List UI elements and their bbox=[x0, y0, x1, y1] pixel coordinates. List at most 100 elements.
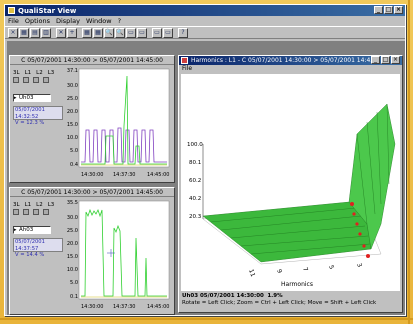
channel-label-l2: L2 bbox=[36, 202, 43, 208]
menu-options[interactable]: Options bbox=[24, 17, 50, 25]
harmonics-window[interactable]: Harmonics : L1 - C 05/07/2001 14:30:00 >… bbox=[178, 55, 403, 313]
harmonics-maximize-button[interactable]: □ bbox=[381, 56, 390, 64]
trend-panel-bottom[interactable]: C 05/07/2001 14:30:00 > 05/07/2001 14:45… bbox=[9, 187, 175, 315]
ytick-bottom-6: 5.0 bbox=[70, 280, 78, 286]
cut-tool-button[interactable]: ✕ bbox=[56, 27, 66, 38]
frame-line-right bbox=[408, 0, 410, 324]
cascade-tool-button[interactable]: ▭ bbox=[163, 27, 173, 38]
xtick-bottom-0: 14:30:00 bbox=[81, 304, 103, 310]
xtick-harm-1: 9 bbox=[275, 268, 283, 274]
tile-tool-button[interactable]: ▭ bbox=[152, 27, 162, 38]
harmonics-status: Uh03 05/07/2001 14:30:00 1.9% Rotate = L… bbox=[182, 293, 376, 306]
harmonics-minimize-button[interactable]: _ bbox=[371, 56, 380, 64]
help-tool-button[interactable]: ? bbox=[178, 27, 188, 38]
channel-toggle-l1[interactable] bbox=[23, 77, 29, 83]
channel-toggle-l3[interactable] bbox=[43, 209, 49, 215]
ytick-top-6: 5.0 bbox=[70, 148, 78, 154]
xtick-top-0: 14:30:00 bbox=[81, 172, 103, 178]
cursor-readout-bottom: 05/07/2001 14:37:57 V = 14.4 % bbox=[13, 238, 63, 258]
menu-help[interactable]: ? bbox=[117, 17, 122, 25]
trend-panel-top[interactable]: C 05/07/2001 14:30:00 > 05/07/2001 14:45… bbox=[9, 55, 175, 183]
save-tool-button[interactable]: ▤ bbox=[30, 27, 40, 38]
ytick-top-2: 25.0 bbox=[67, 96, 78, 102]
menu-file[interactable]: File bbox=[8, 17, 19, 25]
delete-tool-button[interactable]: × bbox=[8, 27, 18, 38]
readout-time-bottom: 05/07/2001 14:37:57 bbox=[15, 239, 45, 252]
channel-selector-bottom: 3L L1 L2 L3 bbox=[13, 202, 54, 215]
parameter-select-top[interactable]: Uh03 bbox=[13, 94, 51, 102]
channel-label-3l: 3L bbox=[13, 202, 20, 208]
channel-toggle-l2[interactable] bbox=[33, 209, 39, 215]
channel-toggle-3l[interactable] bbox=[13, 77, 19, 83]
xtick-harm-2: 7 bbox=[301, 266, 309, 272]
ztick-4: 20.3 bbox=[189, 214, 202, 220]
app-window: QualiStar View _ □ × File Options Displa… bbox=[4, 4, 406, 316]
menu-window[interactable]: Window bbox=[85, 17, 112, 25]
channel-label-3l: 3L bbox=[13, 70, 20, 76]
minimize-button[interactable]: _ bbox=[374, 6, 383, 14]
readout-time-top: 05/07/2001 14:32:52 bbox=[15, 107, 45, 120]
channel-label-l1: L1 bbox=[24, 202, 32, 208]
trend-plot-top[interactable]: 37.1 30.0 25.0 20.0 15.0 10.0 5.0 0.4 14… bbox=[65, 66, 173, 182]
open-tool-button[interactable]: ▦ bbox=[19, 27, 29, 38]
harmonics-menu-file[interactable]: File bbox=[182, 65, 193, 72]
ytick-bottom-2: 25.0 bbox=[67, 228, 78, 234]
close-button[interactable]: × bbox=[394, 6, 403, 14]
ytick-bottom-5: 10.0 bbox=[67, 267, 78, 273]
ytick-top-5: 10.0 bbox=[67, 135, 78, 141]
toolbar: × ▦ ▤ ▥ ✕ + ▦ ▦ 🔍 🔍 ▭ ▭ ▭ ▭ ? bbox=[5, 26, 405, 39]
view-tool-button[interactable]: ▭ bbox=[137, 27, 147, 38]
channel-toggle-3l[interactable] bbox=[13, 209, 19, 215]
ztick-2: 60.2 bbox=[189, 178, 201, 184]
trend-top-title: C 05/07/2001 14:30:00 > 05/07/2001 14:45… bbox=[10, 56, 174, 65]
ztick-3: 40.2 bbox=[189, 196, 201, 202]
app-icon[interactable] bbox=[8, 7, 15, 14]
readout-value-bottom: V = 14.4 % bbox=[15, 252, 45, 258]
channel-selector-top: 3L L1 L2 L3 bbox=[13, 70, 54, 83]
ytick-bottom-3: 20.0 bbox=[67, 241, 78, 247]
app-titlebar[interactable]: QualiStar View _ □ × bbox=[5, 5, 405, 16]
channel-toggle-l2[interactable] bbox=[33, 77, 39, 83]
xtick-bottom-1: 14:37:30 bbox=[113, 304, 135, 310]
xtick-harm-4: 3 bbox=[355, 262, 363, 268]
frame-line-bottom bbox=[0, 318, 413, 320]
harmonics-close-button[interactable]: × bbox=[391, 56, 400, 64]
table-tool-button[interactable]: ▦ bbox=[93, 27, 103, 38]
ytick-top-0: 37.1 bbox=[67, 68, 78, 74]
ytick-top-3: 20.0 bbox=[67, 109, 78, 115]
trace-top-green bbox=[81, 75, 167, 165]
status-cursor-value: 1.9% bbox=[267, 293, 283, 299]
ytick-bottom-1: 30.0 bbox=[67, 215, 78, 221]
xtick-harm-0: 11 bbox=[247, 268, 256, 278]
peak-ridges bbox=[356, 103, 390, 225]
xtick-top-2: 14:45:00 bbox=[147, 172, 169, 178]
harmonics-3d-plot[interactable]: 100.0 80.1 60.2 40.2 20.3 bbox=[181, 74, 400, 291]
grid-tool-button[interactable]: ▦ bbox=[82, 27, 92, 38]
trend-plot-bottom[interactable]: 35.5 30.0 25.0 20.0 15.0 10.0 5.0 0.1 14… bbox=[65, 198, 173, 314]
xtick-top-1: 14:37:30 bbox=[113, 172, 135, 178]
status-help-text: Rotate = Left Click; Zoom = Ctrl + Left … bbox=[182, 299, 377, 306]
add-tool-button[interactable]: + bbox=[67, 27, 77, 38]
menu-display[interactable]: Display bbox=[55, 17, 80, 25]
harmonics-titlebar[interactable]: Harmonics : L1 - C 05/07/2001 14:30:00 >… bbox=[179, 56, 402, 65]
parameter-select-bottom[interactable]: Ah03 bbox=[13, 226, 51, 234]
channel-toggle-l1[interactable] bbox=[23, 209, 29, 215]
trace-top-purple bbox=[81, 127, 167, 163]
menu-bar: File Options Display Window ? bbox=[5, 16, 405, 26]
ytick-bottom-4: 15.0 bbox=[67, 254, 78, 260]
channel-label-l2: L2 bbox=[36, 70, 43, 76]
cursor-tool-button[interactable]: ▭ bbox=[126, 27, 136, 38]
status-cursor-info: Uh03 05/07/2001 14:30:00 bbox=[182, 293, 264, 299]
ytick-bottom-7: 0.1 bbox=[70, 294, 78, 300]
zoom-out-tool-button[interactable]: 🔍 bbox=[115, 27, 125, 38]
xtick-bottom-2: 14:45:00 bbox=[147, 304, 169, 310]
cursor-markers bbox=[350, 202, 370, 258]
cursor-readout-top: 05/07/2001 14:32:52 V = 12.3 % bbox=[13, 106, 63, 126]
maximize-button[interactable]: □ bbox=[384, 6, 393, 14]
trend-bottom-title: C 05/07/2001 14:30:00 > 05/07/2001 14:45… bbox=[10, 188, 174, 197]
print-tool-button[interactable]: ▥ bbox=[41, 27, 51, 38]
zoom-in-tool-button[interactable]: 🔍 bbox=[104, 27, 114, 38]
harmonics-window-icon[interactable] bbox=[181, 57, 188, 64]
ytick-top-7: 0.4 bbox=[70, 162, 78, 168]
channel-toggle-l3[interactable] bbox=[43, 77, 49, 83]
